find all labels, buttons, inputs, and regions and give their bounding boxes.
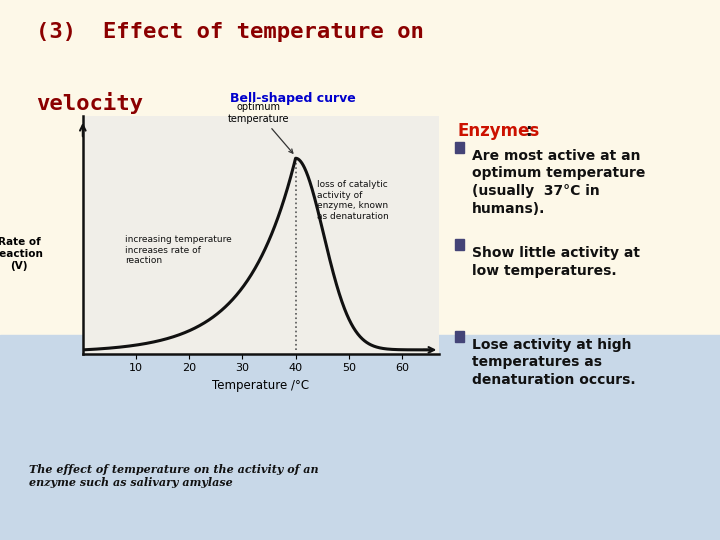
X-axis label: Temperature /°C: Temperature /°C — [212, 379, 310, 392]
Text: Bell-shaped curve: Bell-shaped curve — [230, 92, 356, 105]
Bar — [455, 331, 464, 342]
Bar — [455, 142, 464, 153]
Text: velocity: velocity — [36, 92, 143, 114]
Text: Rate of
reaction
(V): Rate of reaction (V) — [0, 237, 43, 272]
Text: loss of catalytic
activity of
enzyme, known
as denaturation: loss of catalytic activity of enzyme, kn… — [317, 180, 389, 220]
Text: Are most active at an
optimum temperature
(usually  37°C in
humans).: Are most active at an optimum temperatur… — [472, 148, 645, 216]
Bar — [0, 335, 720, 540]
Text: Enzymes: Enzymes — [457, 122, 539, 139]
Text: increasing temperature
increases rate of
reaction: increasing temperature increases rate of… — [125, 235, 232, 265]
Text: The effect of temperature on the activity of an
enzyme such as salivary amylase: The effect of temperature on the activit… — [29, 464, 318, 488]
Bar — [455, 239, 464, 250]
Text: optimum
temperature: optimum temperature — [228, 102, 293, 153]
Text: Lose activity at high
temperatures as
denaturation occurs.: Lose activity at high temperatures as de… — [472, 338, 635, 387]
Text: (3)  Effect of temperature on: (3) Effect of temperature on — [36, 22, 424, 42]
Text: Show little activity at
low temperatures.: Show little activity at low temperatures… — [472, 246, 639, 278]
Text: :: : — [526, 122, 532, 139]
